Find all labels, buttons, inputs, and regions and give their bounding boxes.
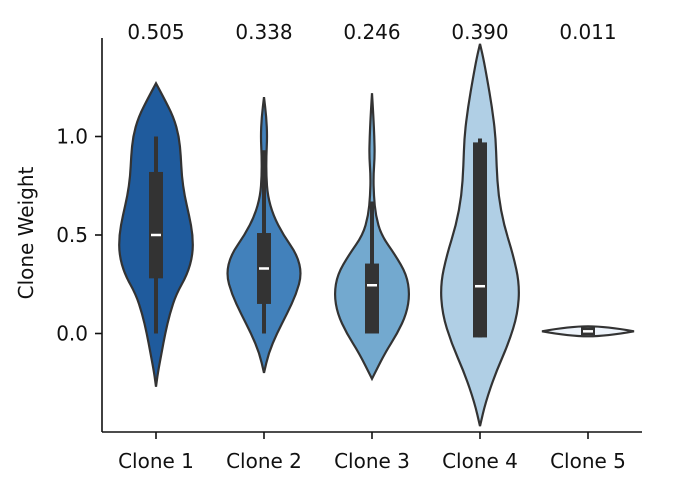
- label-group: Clone 1 0.505 Clone 2 0.338 Clone 3 0.246 Clon…: [14, 20, 626, 473]
- iqr-box-4: [473, 142, 487, 338]
- y-tick-label-2: 0.5: [56, 223, 88, 247]
- box-group: [149, 136, 595, 338]
- top-value-label-2: 0.338: [235, 20, 292, 44]
- top-value-label-5: 0.011: [559, 20, 616, 44]
- top-value-label-4: 0.390: [451, 20, 508, 44]
- x-tick-label-2: Clone 2: [226, 449, 302, 473]
- y-axis-label: Clone Weight: [14, 166, 38, 299]
- x-tick-label-5: Clone 5: [550, 449, 626, 473]
- x-tick-label-4: Clone 4: [442, 449, 518, 473]
- iqr-box-1: [149, 171, 163, 279]
- y-tick-label-1: 0.0: [56, 322, 88, 346]
- x-tick-label-3: Clone 3: [334, 449, 410, 473]
- violin-group: [118, 43, 635, 427]
- top-value-label-1: 0.505: [127, 20, 184, 44]
- iqr-box-3: [365, 263, 379, 334]
- axes: [95, 38, 642, 439]
- x-tick-label-1: Clone 1: [118, 449, 194, 473]
- y-tick-label-3: 1.0: [56, 125, 88, 149]
- top-value-label-3: 0.246: [343, 20, 400, 44]
